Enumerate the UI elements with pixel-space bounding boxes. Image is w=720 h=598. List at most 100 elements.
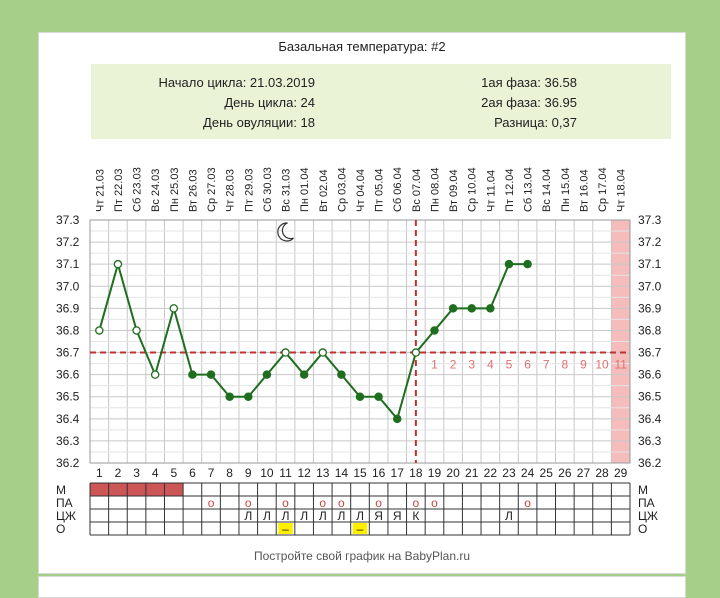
date-label: Пн 01.04 <box>299 167 311 212</box>
date-label: Пн 25.03 <box>169 167 181 212</box>
date-label: Ср 17.04 <box>597 167 609 212</box>
date-label: Сб 30.03 <box>262 167 274 212</box>
temperature-point <box>523 259 532 269</box>
symptom-mark: Л <box>356 509 364 523</box>
date-label: Пн 08.04 <box>429 167 441 212</box>
date-label: Ср 10.04 <box>467 167 479 212</box>
date-label: Сб 06.04 <box>392 167 404 212</box>
symptom-mark: о <box>431 496 438 510</box>
y-tick-label-right: 36.6 <box>638 368 662 382</box>
date-label: Пт 12.04 <box>504 168 516 212</box>
symptom-mark: Л <box>263 509 271 523</box>
date-label: Чт 04.04 <box>355 169 367 212</box>
temperature-point <box>244 392 253 401</box>
row-label-left: О <box>56 522 65 536</box>
y-tick-label-left: 36.4 <box>56 412 80 426</box>
y-tick-label-left: 36.8 <box>56 323 80 337</box>
day-number: 27 <box>577 466 591 480</box>
temperature-point <box>188 370 197 379</box>
y-tick-label-left: 36.6 <box>56 368 80 382</box>
phase2-label: 2ая фаза: 36.95 <box>481 95 577 110</box>
y-tick-label-right: 37.0 <box>638 279 662 293</box>
day-number: 12 <box>297 466 311 480</box>
symptom-mark: о <box>282 496 289 510</box>
symptom-mark: Л <box>319 509 327 523</box>
cycle-start-label: Начало цикла: 21.03.2019 <box>158 75 315 90</box>
day-number: 14 <box>335 466 349 480</box>
day-number: 28 <box>595 466 609 480</box>
symptom-mark: Я <box>374 509 383 523</box>
luteal-day-label: 4 <box>487 358 494 372</box>
day-number: 18 <box>409 466 423 480</box>
y-tick-label-right: 36.4 <box>638 412 662 426</box>
symptom-mark: о <box>245 496 252 510</box>
luteal-day-label: 8 <box>561 358 568 372</box>
date-label: Вс 31.03 <box>281 169 293 212</box>
y-tick-label-right: 36.3 <box>638 434 662 448</box>
plot-frame <box>89 219 631 464</box>
temperature-point <box>467 304 476 313</box>
day-number: 29 <box>614 466 628 480</box>
date-label: Чт 28.03 <box>225 169 237 212</box>
day-number: 9 <box>245 466 252 480</box>
ovulation-cell <box>278 523 293 534</box>
date-label: Чт 21.03 <box>94 169 106 212</box>
cycle-day-label: День цикла: 24 <box>224 95 315 110</box>
date-label: Вт 02.04 <box>318 169 330 212</box>
row-label-right: ПА <box>638 496 655 510</box>
day-number: 25 <box>540 466 554 480</box>
date-label: Ср 03.04 <box>336 167 348 212</box>
date-label: Пт 22.03 <box>113 168 125 212</box>
temperature-point <box>299 370 309 379</box>
day-number: 10 <box>260 466 274 480</box>
temperature-point <box>132 326 141 335</box>
row-label-right: О <box>638 522 647 536</box>
y-tick-label-right: 36.5 <box>638 390 662 404</box>
day-number: 6 <box>189 466 196 480</box>
date-label: Вс 24.03 <box>150 169 162 212</box>
menstruation-cell <box>90 483 109 496</box>
row-label-right: М <box>638 483 648 497</box>
phase1-label: 1ая фаза: 36.58 <box>481 75 577 90</box>
symptom-mark: Л <box>244 509 252 523</box>
symptom-mark: о <box>524 496 531 510</box>
temperature-point <box>486 304 495 313</box>
temperature-point <box>206 370 216 379</box>
date-label: Вт 16.04 <box>578 169 590 212</box>
date-label: Вт 26.03 <box>187 169 199 212</box>
y-tick-label-right: 37.1 <box>638 257 662 271</box>
symptom-mark: о <box>338 496 345 510</box>
temperature-point <box>448 304 458 313</box>
y-tick-label-right: 36.9 <box>638 301 662 315</box>
symptom-mark: Л <box>300 509 308 523</box>
footer-link[interactable]: Постройте свой график на BabyPlan.ru <box>253 549 471 563</box>
ovulation-day-label: День овуляции: 18 <box>203 115 315 130</box>
y-tick-label-left: 37.0 <box>56 279 80 293</box>
date-label: Чт 18.04 <box>616 169 628 212</box>
temperature-point <box>374 392 383 401</box>
luteal-day-label: 10 <box>595 358 609 372</box>
menstruation-cell <box>164 483 184 496</box>
day-number: 16 <box>372 466 386 480</box>
day-number: 3 <box>133 466 140 480</box>
temperature-point <box>262 370 272 379</box>
y-tick-label-left: 36.5 <box>56 390 80 404</box>
y-tick-label-left: 37.3 <box>56 213 80 227</box>
symptom-mark: Я <box>393 509 402 523</box>
day-number: 22 <box>484 466 498 480</box>
day-number: 1 <box>96 466 103 480</box>
y-tick-label-left: 36.3 <box>56 434 80 448</box>
temperature-point <box>225 392 234 401</box>
chart-title: Базальная температура: #2 <box>278 39 446 54</box>
symptom-mark: Л <box>337 509 345 523</box>
day-number: 8 <box>226 466 233 480</box>
symptom-mark: К <box>412 509 419 523</box>
temperature-point <box>430 326 439 335</box>
temperature-point <box>318 348 328 357</box>
temperature-point <box>113 259 123 269</box>
day-number: 21 <box>465 466 479 480</box>
difference-label: Разница: 0,37 <box>494 115 577 130</box>
cycle-summary-panel: Начало цикла: 21.03.2019 День цикла: 24 … <box>91 64 671 139</box>
temperature-point <box>150 370 160 379</box>
